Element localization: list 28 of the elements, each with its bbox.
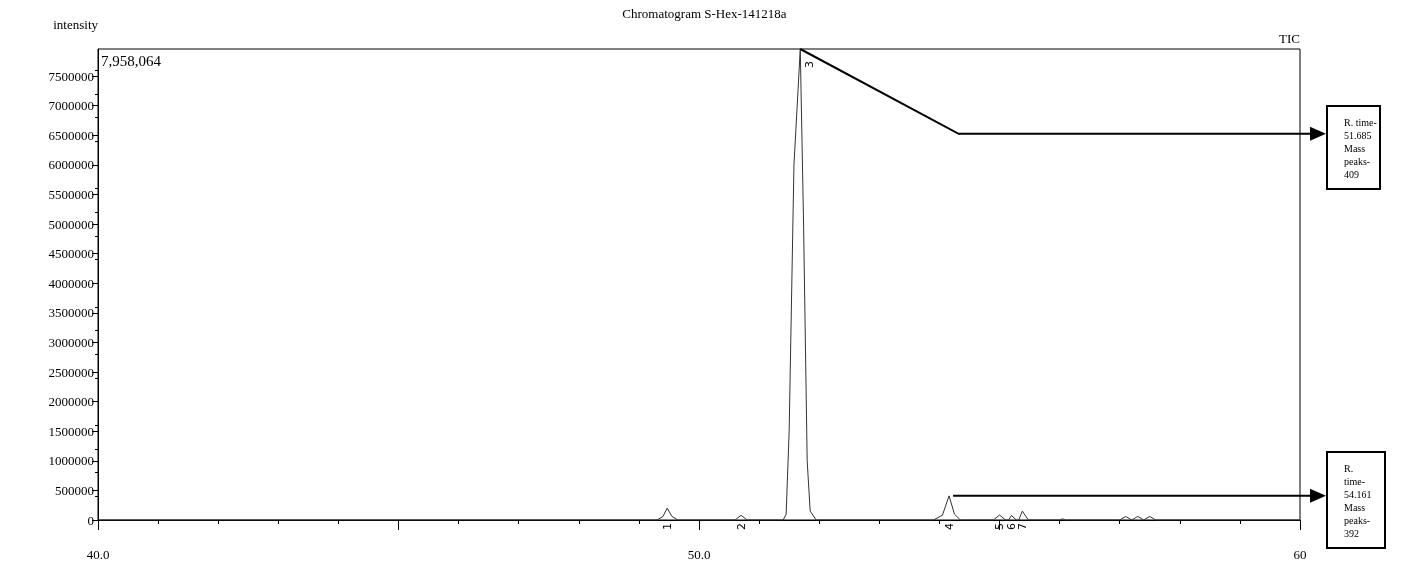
y-tick-label: 5500000	[48, 186, 94, 202]
annotation: 7,958,064	[101, 52, 162, 69]
y-tick-label: 6000000	[48, 157, 94, 173]
y-tick-label: 7000000	[48, 98, 94, 114]
text: TIC	[1279, 31, 1300, 46]
annotation: 3	[803, 61, 817, 68]
y-tick-label: 1500000	[48, 423, 94, 439]
y-tick-label: 4500000	[48, 246, 94, 262]
y-tick-label: 2000000	[48, 394, 94, 410]
x-tick-label: 60	[1293, 547, 1307, 562]
y-tick-label: 4000000	[48, 275, 94, 291]
text: R. time- 54.161 Mass peaks- 392	[1326, 450, 1386, 549]
x-tick-label: 40.0	[86, 547, 110, 562]
y-tick-label: 7500000	[48, 68, 94, 84]
y-tick-label: 500000	[55, 482, 94, 498]
text: R. time- 51.685 Mass peaks- 409	[1326, 104, 1381, 190]
annotation: 4	[942, 523, 956, 530]
chart-title: Chromatogram S-Hex-141218a	[622, 6, 787, 21]
x-tick-label: 50.0	[687, 547, 711, 562]
y-tick-label: 3500000	[48, 305, 94, 321]
y-tick-label: 3000000	[48, 334, 94, 350]
y-axis-title: intensity	[53, 17, 99, 32]
y-tick-label: 6500000	[48, 127, 94, 143]
annotation: 2	[734, 523, 748, 530]
y-tick-label: 1000000	[48, 453, 94, 469]
y-tick-label: 2500000	[48, 364, 94, 380]
y-tick-label: 5000000	[48, 216, 94, 232]
annotation: 1	[660, 523, 674, 530]
